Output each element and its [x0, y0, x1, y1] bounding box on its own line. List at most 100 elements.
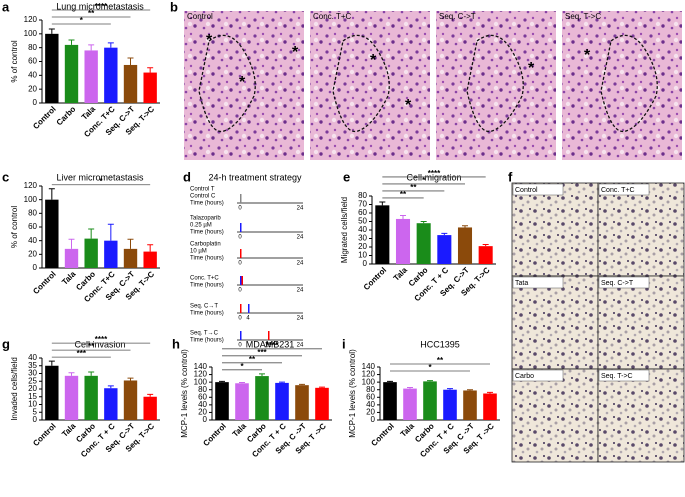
- timeline-tick: 0: [238, 343, 242, 349]
- strategy-label: Control C: [190, 194, 216, 200]
- strategy-label: 10 µM: [190, 249, 207, 255]
- y-tick-label: 120: [24, 181, 38, 190]
- bar: [416, 223, 431, 264]
- chart-title: HCC1395: [420, 339, 460, 349]
- y-tick-label: 0: [33, 98, 38, 107]
- significance-label: ****: [266, 341, 279, 350]
- y-tick-label: 0: [33, 263, 38, 272]
- significance-label: *: [99, 177, 103, 186]
- bar: [45, 33, 59, 104]
- micrograph-mark: *: [370, 52, 377, 69]
- invasion-image: [597, 182, 685, 277]
- error-bar: [127, 238, 134, 249]
- y-tick-label: 80: [358, 191, 367, 200]
- error-bar: [239, 382, 245, 384]
- image-label: Conc. T+C: [601, 187, 635, 194]
- y-tick-label: 30: [28, 369, 37, 378]
- bar: [395, 218, 411, 264]
- bar: [123, 380, 138, 420]
- timeline-tick: 24: [297, 206, 304, 212]
- error-bar: [400, 215, 406, 219]
- significance-label: **: [249, 355, 256, 364]
- y-tick-label: 20: [366, 408, 375, 417]
- chart-title: Cell migration: [406, 172, 461, 182]
- panel-letter: f: [508, 169, 513, 184]
- error-bar: [107, 223, 114, 241]
- y-tick-label: 20: [28, 249, 37, 258]
- bar: [483, 393, 497, 420]
- y-tick-label: 60: [198, 392, 207, 401]
- x-tick-label: Control: [31, 105, 57, 131]
- bar: [84, 50, 98, 103]
- image-label: Seq. T->C: [601, 373, 633, 380]
- invasion-image: [511, 368, 599, 463]
- bar: [255, 376, 269, 420]
- significance-label: **: [88, 342, 95, 351]
- micrograph: [562, 11, 682, 160]
- y-tick-label: 100: [362, 377, 376, 386]
- timeline-tick: 24: [297, 235, 304, 241]
- y-tick-label: 80: [28, 43, 37, 52]
- micrograph-mark: *: [405, 97, 412, 114]
- micrograph: [310, 11, 430, 160]
- image-label: Control: [515, 187, 538, 194]
- image-label: Tata: [515, 280, 528, 287]
- y-axis-label: Migrated cells/field: [340, 197, 349, 263]
- micrograph-label: Conc. T+C: [313, 12, 352, 21]
- bar: [463, 390, 477, 420]
- error-bar: [147, 244, 154, 252]
- bar: [45, 365, 59, 420]
- error-bar: [467, 389, 473, 391]
- error-bar: [147, 67, 154, 73]
- y-tick-label: 20: [28, 84, 37, 93]
- error-bar: [441, 232, 448, 236]
- image-label-box: [512, 183, 564, 196]
- significance-label: **: [400, 190, 407, 199]
- timeline-tick: 0: [238, 261, 242, 267]
- treatment-pulse: [241, 276, 243, 285]
- error-bar: [48, 188, 55, 200]
- error-bar: [88, 371, 95, 376]
- x-tick-label: Control: [31, 422, 57, 448]
- significance-label: ***: [77, 349, 87, 358]
- error-bar: [407, 386, 413, 389]
- treatment-pulse: [240, 331, 242, 340]
- strategy-label: Control T: [190, 187, 215, 193]
- bar: [423, 381, 437, 420]
- y-tick-label: 10: [28, 400, 37, 409]
- error-bar: [107, 42, 114, 48]
- error-bar: [127, 377, 134, 381]
- bar: [104, 240, 118, 268]
- significance-label: ****: [428, 169, 441, 178]
- error-bar: [88, 228, 95, 239]
- invasion-image: [597, 368, 685, 463]
- bar: [295, 385, 309, 420]
- significance-label: ****: [95, 335, 108, 344]
- y-tick-label: 80: [198, 385, 207, 394]
- bar: [104, 388, 118, 420]
- y-tick-label: 40: [198, 400, 207, 409]
- bar: [443, 389, 457, 420]
- timeline-tick: 24: [297, 261, 304, 267]
- treatment-pulse: [240, 249, 242, 258]
- y-tick-label: 100: [24, 195, 38, 204]
- error-bar: [219, 380, 225, 383]
- image-label: Carbo: [515, 373, 534, 380]
- panel-letter: i: [342, 336, 346, 351]
- treatment-pulse: [240, 276, 242, 285]
- panel-letter: g: [2, 336, 10, 351]
- treatment-pulse: [240, 223, 242, 232]
- error-bar: [319, 386, 325, 388]
- strategy-label: Time (hours): [190, 283, 224, 289]
- micrograph: [184, 11, 304, 160]
- significance-label: ****: [95, 2, 108, 11]
- x-tick-label: Control: [31, 270, 57, 296]
- micrograph-label: Seq. C->T: [439, 12, 476, 21]
- treatment-pulse: [240, 194, 242, 203]
- bar: [84, 375, 98, 420]
- strategy-label: Seq. T→C: [190, 331, 219, 337]
- treatment-pulse: [268, 331, 270, 340]
- strategy-label: Time (hours): [190, 311, 224, 317]
- panel-letter: b: [170, 0, 178, 14]
- micrograph: [436, 11, 556, 160]
